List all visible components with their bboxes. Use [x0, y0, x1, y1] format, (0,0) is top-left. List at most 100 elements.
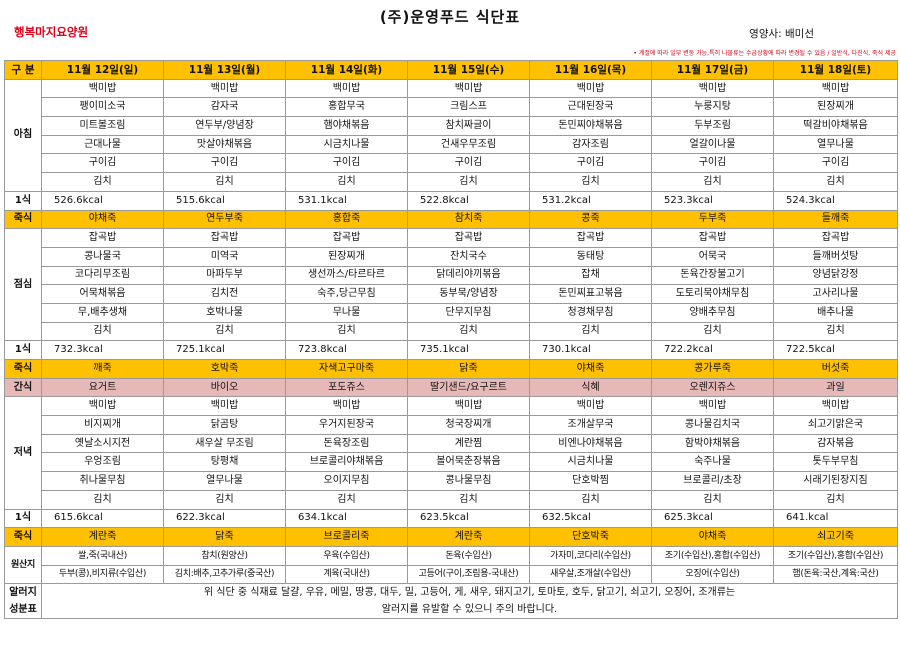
menu-item: 김치: [41, 321, 164, 342]
lunch-porridge-label: 죽식: [4, 359, 42, 379]
menu-item: 누룽지탕: [651, 97, 774, 118]
breakfast-porridge-value: 연두부죽: [163, 209, 286, 230]
allergy-label-line: 성분표: [9, 604, 37, 616]
menu-table: 구 분 11월 12일(일) 11월 13일(월) 11월 14일(화) 11월 15일…: [4, 60, 898, 620]
snack-value: 식혜: [529, 377, 652, 398]
origin-value: 가자미,코다리(수입산): [529, 545, 652, 566]
origin-row: 원산지 쌀,죽(국내산) 참치(원양산) 우육(수입산) 돈육(수입산) 가자미,코다리(…: [4, 545, 898, 585]
allergy-text-line: 위 식단 중 식재료 달걀, 우유, 메밀, 땅콩, 대두, 밀, 고등어, 게…: [203, 587, 736, 599]
menu-item: 연두부/양념장: [163, 116, 286, 136]
day-header: 11월 13일(월): [163, 60, 286, 80]
snack-row: 간식 요거트 바이오 포도쥬스 딸기샌드/요구르트 식혜 오렌지쥬스 과일: [4, 377, 898, 398]
notice-text: • 계절에 따라 일부 변동 가능,특히 나물류는 수급상황에 따라 변경될 수…: [633, 50, 896, 57]
menu-item: 된장찌개: [773, 97, 898, 118]
breakfast-porridge-value: 야채죽: [41, 209, 164, 230]
origin-value: 쌀,죽(국내산): [41, 545, 164, 566]
origin-value: 돈육(수입산): [407, 545, 530, 566]
breakfast-porridge-value: 두부죽: [651, 209, 774, 230]
menu-item: 비엔나야채볶음: [529, 433, 652, 454]
menu-item: 두부조림: [651, 116, 774, 136]
menu-item: 미역국: [163, 246, 286, 267]
dinner-kcal-value: 632.5kcal: [529, 508, 652, 529]
breakfast-kcal-value: 531.2kcal: [529, 190, 652, 211]
menu-item: 들깨버섯탕: [773, 246, 898, 267]
menu-item: 구이김: [41, 153, 164, 174]
menu-item: 백미밥: [529, 78, 652, 99]
menu-item: 백미밥: [163, 396, 286, 417]
day-header: 11월 18일(토): [773, 60, 898, 80]
menu-item: 탕평채: [163, 452, 286, 473]
breakfast-porridge-value: 콩죽: [529, 209, 652, 230]
origin-value: 두부(콩),비지류(수입산): [41, 564, 164, 585]
breakfast-porridge-row: 죽식 야채죽 연두부죽 홍합죽 참치죽 콩죽 두부죽 들깨죽: [4, 209, 898, 230]
menu-item: 백미밥: [285, 78, 408, 99]
dinner-row: 비지찌개 닭곰탕 우거지된장국 청국장찌개 조개살무국 콩나물김치국 쇠고기맑은국: [5, 415, 898, 435]
menu-item: 김치: [773, 321, 898, 342]
menu-item: 김치: [285, 172, 408, 192]
origin-label: 원산지: [4, 545, 42, 585]
menu-item: 김치: [41, 489, 164, 510]
breakfast-row: 김치 김치 김치 김치 김치 김치 김치: [5, 172, 898, 192]
menu-item: 백미밥: [163, 78, 286, 99]
menu-item: 양배추무침: [651, 302, 774, 323]
day-header: 11월 17일(금): [651, 60, 774, 80]
breakfast-kcal-value: 523.3kcal: [651, 190, 774, 211]
menu-item: 참치짜글이: [407, 116, 530, 136]
menu-item: 옛날소시지전: [41, 433, 164, 454]
breakfast-kcal-row: 1식 526.6kcal 515.6kcal 531.1kcal 522.8kcal 53…: [4, 190, 898, 211]
menu-item: 백미밥: [407, 78, 530, 99]
menu-item: 잡채: [529, 265, 652, 286]
snack-value: 요거트: [41, 377, 164, 398]
breakfast-porridge-value: 참치죽: [407, 209, 530, 230]
origin-value: 햄(돈육:국산,계육:국산): [773, 564, 898, 585]
origin-value: 오징어(수입산): [651, 564, 774, 585]
lunch-kcal-value: 730.1kcal: [529, 340, 652, 360]
breakfast-row: 팽이미소국 감자국 홍합무국 크림스프 근대된장국 누룽지탕 된장찌개: [5, 97, 898, 118]
lunch-porridge-value: 깨죽: [41, 359, 164, 379]
lunch-porridge-value: 자색고구마죽: [285, 359, 408, 379]
menu-item: 맛살야채볶음: [163, 134, 286, 155]
lunch-kcal-value: 725.1kcal: [163, 340, 286, 360]
menu-item: 새우살 무조림: [163, 433, 286, 454]
lunch-porridge-value: 버섯죽: [773, 359, 898, 379]
origin-value: 조기(수입산),홍합(수입산): [773, 545, 898, 566]
origin-value: 계육(국내산): [285, 564, 408, 585]
breakfast-kcal-value: 526.6kcal: [41, 190, 164, 211]
menu-item: 쇠고기맑은국: [773, 415, 898, 435]
dinner-porridge-row: 죽식 계란죽 닭죽 브로콜리죽 계란죽 단호박죽 야채죽 쇠고기죽: [4, 527, 898, 547]
menu-item: 햄야채볶음: [285, 116, 408, 136]
dinner-kcal-value: 634.1kcal: [285, 508, 408, 529]
menu-item: 크림스프: [407, 97, 530, 118]
menu-item: 백미밥: [529, 396, 652, 417]
menu-item: 도토리묵야채무침: [651, 284, 774, 304]
lunch-row: 코다리무조림 마파두부 생선까스/타르타르 닭데리야끼볶음 잡채 돈육간장불고기 양념닭강정: [5, 265, 898, 286]
menu-item: 시금치나물: [285, 134, 408, 155]
menu-item: 감자국: [163, 97, 286, 118]
menu-item: 톳두부무침: [773, 452, 898, 473]
menu-item: 콩나물국: [41, 246, 164, 267]
snack-value: 과일: [773, 377, 898, 398]
lunch-kcal-value: 732.3kcal: [41, 340, 164, 360]
menu-item: 김치: [285, 321, 408, 342]
menu-item: 어묵채볶음: [41, 284, 164, 304]
dinner-row: 저녁 백미밥 백미밥 백미밥 백미밥 백미밥 백미밥 백미밥: [4, 396, 898, 510]
dinner-kcal-value: 625.3kcal: [651, 508, 774, 529]
day-header: 11월 15일(수): [407, 60, 530, 80]
menu-item: 김치: [163, 172, 286, 192]
menu-item: 볼어묵춘장볶음: [407, 452, 530, 473]
dinner-kcal-value: 641.kcal: [773, 508, 898, 529]
breakfast-kcal-value: 522.8kcal: [407, 190, 530, 211]
breakfast-row: 구이김 구이김 구이김 구이김 구이김 구이김 구이김: [5, 153, 898, 174]
menu-item: 돈육장조림: [285, 433, 408, 454]
menu-item: 구이김: [163, 153, 286, 174]
menu-item: 잡곡밥: [285, 228, 408, 248]
menu-item: 잡곡밥: [529, 228, 652, 248]
dinner-porridge-value: 계란죽: [407, 527, 530, 547]
menu-item: 돈육간장불고기: [651, 265, 774, 286]
lunch-kcal-label: 1식: [4, 340, 42, 360]
lunch-label: 점심: [4, 228, 42, 342]
menu-item: 우거지된장국: [285, 415, 408, 435]
menu-item: 얼갈이나물: [651, 134, 774, 155]
menu-item: 브로콜리야채볶음: [285, 452, 408, 473]
dinner-row: 우엉조림 탕평채 브로콜리야채볶음 볼어묵춘장볶음 시금치나물 숙주나물 톳두부무침: [5, 452, 898, 473]
